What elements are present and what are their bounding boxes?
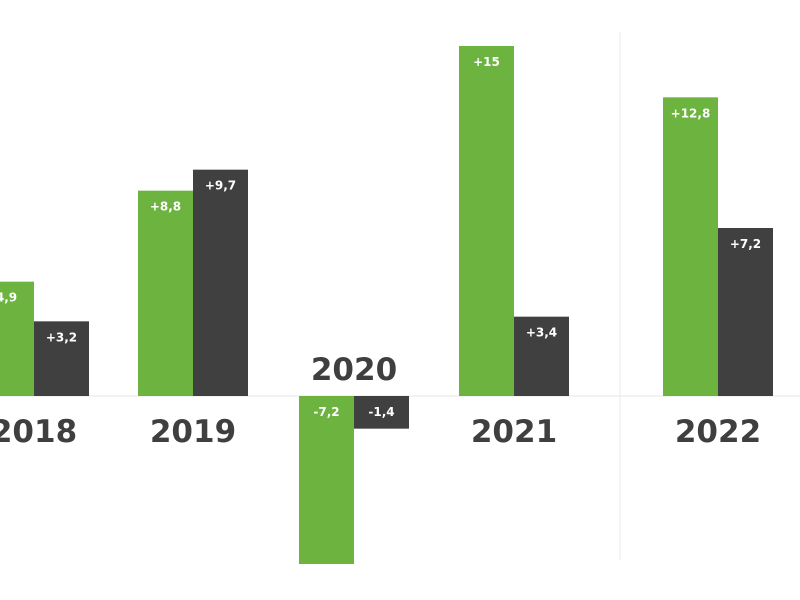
category-label-2018: 2018 — [0, 414, 77, 450]
bar-2020-series-2 — [354, 396, 409, 429]
data-label-2021-series-2: +3,4 — [526, 326, 557, 340]
data-label-2022-series-2: +7,2 — [730, 237, 761, 251]
category-label-2020: 2020 — [311, 352, 397, 388]
category-label-2019: 2019 — [150, 414, 236, 450]
bar-2020-series-1 — [299, 396, 354, 564]
bar-2018-series-2 — [34, 321, 89, 396]
data-label-2019-series-1: +8,8 — [150, 200, 181, 214]
bar-2021-series-1 — [459, 46, 514, 396]
data-label-2021-series-1: +15 — [473, 55, 500, 69]
data-label-2018-series-1: 4,9 — [0, 291, 17, 305]
data-label-2018-series-2: +3,2 — [46, 330, 77, 344]
data-label-2020-series-1: -7,2 — [313, 405, 339, 419]
bar-2019-series-2 — [193, 169, 248, 396]
data-label-2019-series-2: +9,7 — [205, 179, 236, 193]
bar-2018-series-1 — [0, 281, 34, 396]
data-label-2022-series-1: +12,8 — [671, 106, 711, 120]
bar-2021-series-2 — [514, 316, 569, 396]
bar-2019-series-1 — [138, 190, 193, 396]
category-label-2021: 2021 — [471, 414, 557, 450]
data-label-2020-series-2: -1,4 — [368, 405, 394, 419]
category-label-2022: 2022 — [675, 414, 761, 450]
bar-2022-series-2 — [718, 228, 773, 396]
bar-2022-series-1 — [663, 97, 718, 396]
